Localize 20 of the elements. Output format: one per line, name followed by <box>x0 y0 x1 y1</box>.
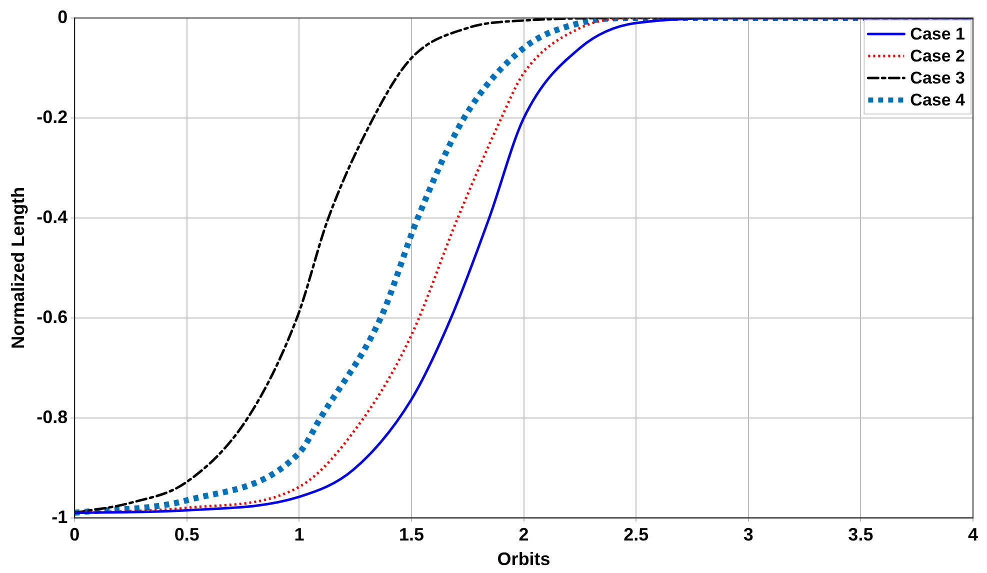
x-tick-label: 3 <box>743 524 754 545</box>
y-tick-label: -0.8 <box>36 406 68 427</box>
x-axis-title: Orbits <box>497 549 550 570</box>
x-tick-label: 4 <box>968 524 978 545</box>
x-tick-label: 0.5 <box>174 524 200 545</box>
x-tick-label: 1 <box>294 524 304 545</box>
legend-label: Case 4 <box>910 90 966 110</box>
y-tick-label: 0 <box>58 6 68 27</box>
y-tick-label: -1 <box>52 506 68 527</box>
x-tick-label: 3.5 <box>848 524 874 545</box>
y-tick-label: -0.2 <box>36 106 68 127</box>
x-tick-label: 2 <box>518 524 529 545</box>
legend-label: Case 2 <box>910 46 966 66</box>
y-axis-title: Normalized Length <box>8 186 28 349</box>
x-tick-label: 2.5 <box>624 524 649 545</box>
legend-label: Case 1 <box>910 24 966 44</box>
y-tick-label: -0.6 <box>36 306 68 327</box>
y-tick-label: -0.4 <box>36 206 68 227</box>
x-tick-label: 1.5 <box>398 524 424 545</box>
legend-label: Case 3 <box>910 68 966 88</box>
